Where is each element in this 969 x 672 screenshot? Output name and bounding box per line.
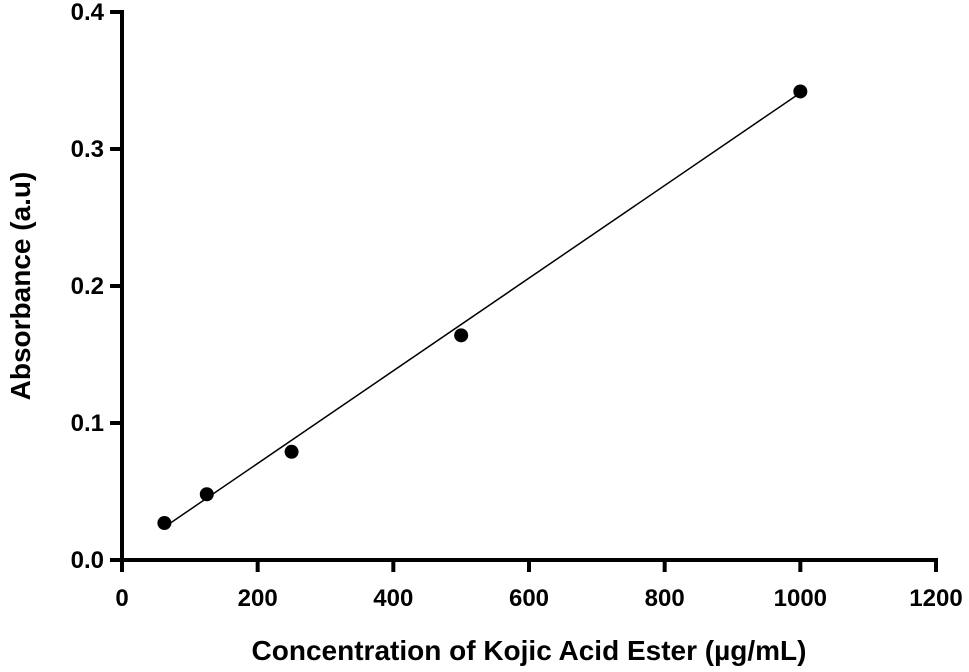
axes <box>120 10 938 562</box>
x-axis-ticks: 0 200 400 600 800 1000 1200 <box>115 560 963 612</box>
fit-line <box>163 92 801 528</box>
x-tick-label: 200 <box>238 585 278 612</box>
y-tick-label: 0.2 <box>71 273 104 300</box>
data-point <box>284 444 299 459</box>
x-tick-label: 0 <box>115 585 128 612</box>
data-point <box>454 328 469 343</box>
fit-line-group <box>163 92 801 528</box>
y-tick-label: 0.0 <box>71 547 104 574</box>
y-axis-ticks: 0.0 0.1 0.2 0.3 0.4 <box>71 0 122 574</box>
y-tick-label: 0.3 <box>71 136 104 163</box>
y-axis-label: Absorbance (a.u) <box>5 172 36 401</box>
data-points <box>157 84 808 531</box>
x-tick-label: 600 <box>509 585 549 612</box>
x-tick-label: 400 <box>373 585 413 612</box>
data-point <box>199 487 214 502</box>
x-tick-label: 1200 <box>909 585 962 612</box>
y-tick-label: 0.1 <box>71 410 104 437</box>
x-tick-label: 1000 <box>774 585 827 612</box>
x-axis-label: Concentration of Kojic Acid Ester (µg/mL… <box>252 635 807 666</box>
data-point <box>793 84 808 99</box>
y-tick-label: 0.4 <box>71 0 105 26</box>
data-point <box>157 516 172 531</box>
x-tick-label: 800 <box>645 585 685 612</box>
